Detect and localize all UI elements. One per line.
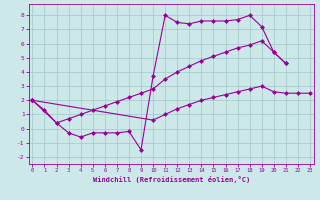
X-axis label: Windchill (Refroidissement éolien,°C): Windchill (Refroidissement éolien,°C): [92, 176, 250, 183]
